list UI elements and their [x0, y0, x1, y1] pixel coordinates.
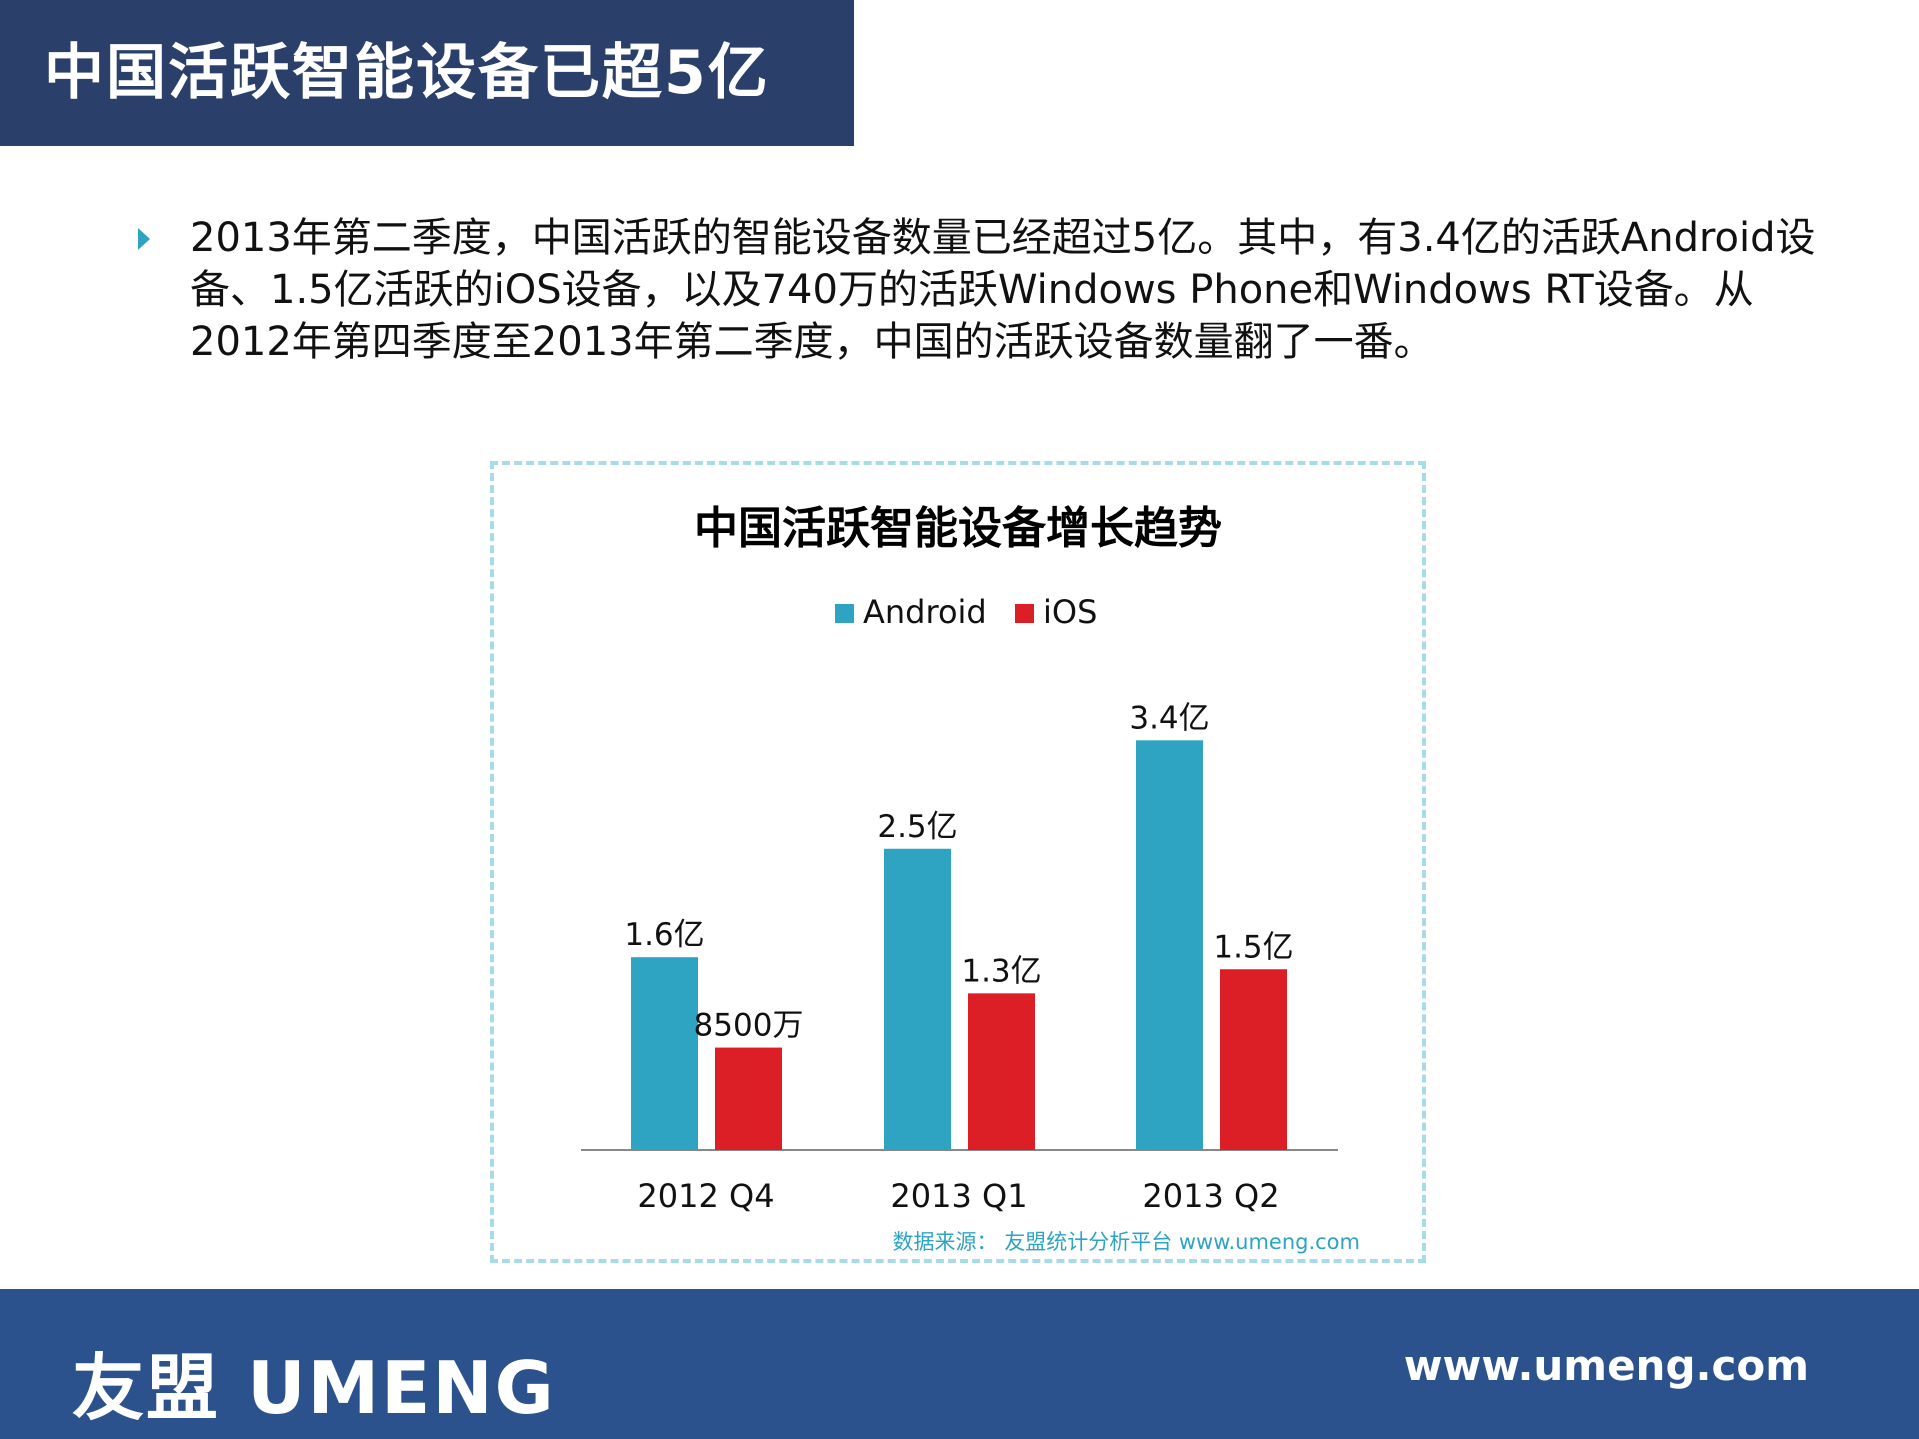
page-title: 中国活跃智能设备已超5亿 [44, 38, 770, 108]
chart-title: 中国活跃智能设备增长趋势 [694, 503, 1222, 554]
x-tick-label: 2013 Q2 [1142, 1177, 1279, 1215]
title-bar: 中国活跃智能设备已超5亿 [0, 0, 854, 146]
data-label-android-1: 2.5亿 [877, 809, 957, 845]
data-label-ios-2: 1.5亿 [1213, 929, 1293, 965]
x-tick-label: 2013 Q1 [890, 1177, 1027, 1215]
body-paragraph: 2013年第二季度，中国活跃的智能设备数量已经超过5亿。其中，有3.4亿的活跃A… [190, 215, 1816, 365]
data-source-note: 数据来源： 友盟统计分析平台 www.umeng.com [893, 1230, 1360, 1254]
bar-ios-0 [715, 1047, 782, 1150]
data-label-android-0: 1.6亿 [624, 917, 704, 953]
legend-swatch-ios [1015, 604, 1034, 623]
umeng-logo: 友盟 UMENG [72, 1346, 556, 1430]
bar-android-1 [884, 848, 951, 1150]
footer: 友盟 UMENG www.umeng.com [0, 1289, 1919, 1439]
data-label-ios-0: 8500万 [694, 1008, 804, 1044]
legend-label-android: Android [863, 593, 987, 631]
legend-swatch-android [835, 604, 854, 623]
bar-ios-1 [968, 993, 1035, 1150]
data-label-ios-1: 1.3亿 [961, 953, 1041, 989]
bar-android-0 [631, 957, 698, 1150]
footer-url: www.umeng.com [1403, 1341, 1809, 1390]
x-tick-label: 2012 Q4 [637, 1177, 774, 1215]
bar-android-2 [1136, 740, 1203, 1150]
legend-label-ios: iOS [1043, 593, 1097, 631]
chart-frame [490, 461, 1426, 1263]
bar-ios-2 [1220, 969, 1287, 1150]
bullet-arrow-icon [138, 228, 150, 250]
data-label-android-2: 3.4亿 [1129, 700, 1209, 736]
